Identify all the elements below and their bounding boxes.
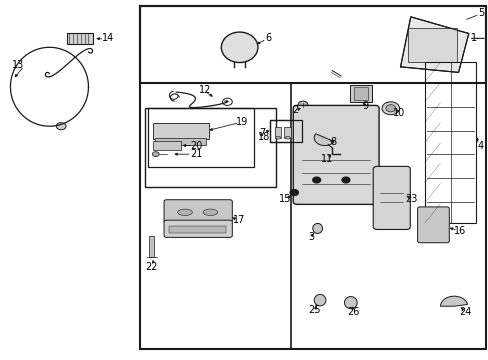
Bar [140, 6, 486, 83]
FancyBboxPatch shape [353, 87, 367, 100]
Bar [149, 235, 154, 257]
Text: 4: 4 [476, 141, 483, 151]
Text: 26: 26 [347, 307, 359, 316]
Text: 16: 16 [453, 226, 465, 236]
Ellipse shape [285, 136, 290, 139]
Ellipse shape [312, 224, 322, 233]
FancyBboxPatch shape [163, 220, 232, 237]
Bar [140, 83, 290, 348]
Text: 2: 2 [292, 105, 298, 115]
Text: 7: 7 [259, 128, 265, 138]
Text: 22: 22 [145, 262, 158, 272]
Circle shape [289, 189, 298, 196]
Text: 14: 14 [102, 33, 114, 43]
FancyBboxPatch shape [293, 105, 378, 204]
Text: 25: 25 [307, 305, 320, 315]
FancyBboxPatch shape [163, 200, 232, 223]
Ellipse shape [314, 294, 325, 306]
Text: 21: 21 [190, 149, 203, 159]
Wedge shape [440, 296, 467, 306]
Bar [153, 123, 208, 139]
Bar [148, 108, 254, 167]
Ellipse shape [177, 209, 192, 216]
Text: 13: 13 [12, 60, 24, 70]
FancyBboxPatch shape [349, 85, 371, 102]
Circle shape [298, 101, 307, 108]
Wedge shape [314, 134, 334, 145]
Polygon shape [400, 17, 468, 72]
Circle shape [56, 123, 66, 130]
Text: 23: 23 [404, 194, 417, 204]
FancyBboxPatch shape [66, 33, 93, 44]
Bar [140, 6, 486, 348]
Circle shape [152, 152, 159, 157]
Text: 11: 11 [321, 154, 333, 164]
Text: 18: 18 [257, 132, 269, 142]
Ellipse shape [275, 136, 280, 139]
Text: 15: 15 [279, 194, 291, 204]
Text: 10: 10 [393, 108, 405, 118]
Bar [407, 28, 456, 62]
Bar [269, 120, 302, 142]
Text: 3: 3 [307, 232, 314, 242]
Bar [155, 138, 206, 145]
Ellipse shape [221, 32, 257, 63]
FancyBboxPatch shape [372, 166, 409, 229]
Text: 19: 19 [236, 117, 248, 127]
Circle shape [341, 177, 349, 183]
Text: 9: 9 [362, 101, 368, 111]
Bar [274, 127, 281, 138]
Text: 17: 17 [233, 215, 245, 225]
Text: 12: 12 [199, 85, 211, 95]
Bar [284, 127, 290, 138]
Circle shape [312, 177, 320, 183]
Text: 5: 5 [477, 8, 483, 18]
Text: 1: 1 [469, 33, 476, 43]
FancyBboxPatch shape [417, 207, 448, 243]
Bar [269, 120, 302, 142]
Circle shape [385, 105, 395, 112]
Ellipse shape [203, 209, 217, 216]
Circle shape [381, 102, 399, 115]
Text: 20: 20 [190, 140, 203, 150]
Bar [144, 108, 276, 187]
Ellipse shape [344, 297, 356, 309]
Bar [424, 62, 475, 223]
Text: 6: 6 [265, 33, 271, 43]
Text: 24: 24 [458, 307, 470, 317]
Text: 8: 8 [330, 138, 336, 147]
FancyBboxPatch shape [153, 141, 180, 150]
Bar [168, 226, 226, 233]
